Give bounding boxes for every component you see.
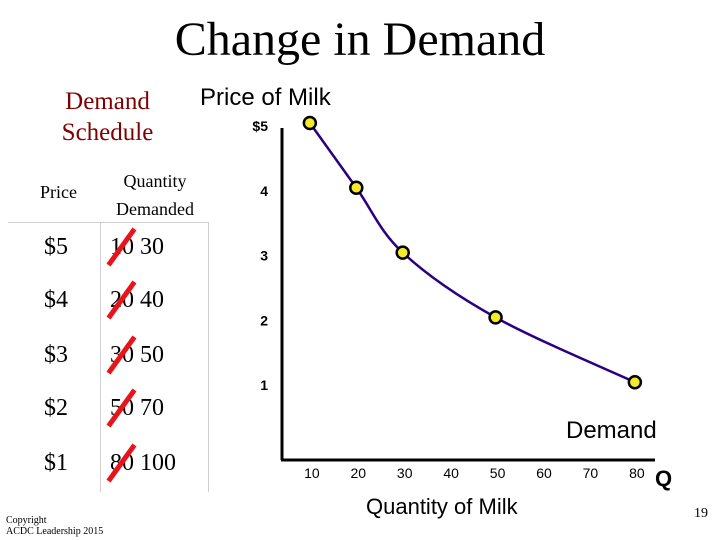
data-point (349, 180, 364, 196)
x-tick-label: 80 (629, 465, 645, 481)
y-tick-label: 2 (260, 312, 268, 328)
chart-title: Price of Milk (200, 84, 331, 111)
copyright-line1: Copyright (6, 515, 47, 526)
header-quantity-line1: Quantity (123, 171, 187, 191)
copyright-notice: Copyright ACDC Leadership 2015 (6, 515, 103, 537)
x-tick-label: 10 (304, 465, 320, 481)
x-tick-label: 60 (536, 465, 552, 481)
y-tick-label: 3 (260, 248, 268, 264)
x-tick-label: 20 (350, 465, 366, 481)
demand-curve (308, 122, 636, 384)
schedule-title-line1: Demand (65, 88, 150, 115)
x-tick-label: 40 (443, 465, 459, 481)
x-tick-label: 70 (583, 465, 599, 481)
table-column-divider (100, 222, 101, 492)
data-point (395, 245, 410, 260)
slide-title: Change in Demand (174, 13, 546, 66)
data-point (627, 374, 643, 390)
schedule-price: $5 (44, 234, 68, 260)
schedule-price: $2 (44, 395, 68, 421)
new-quantity: 70 (140, 395, 164, 421)
copyright-line2: ACDC Leadership 2015 (6, 526, 104, 537)
data-point (488, 310, 503, 325)
y-tick-label: $5 (252, 118, 268, 134)
schedule-price: $1 (44, 450, 68, 476)
strike-mark (106, 227, 137, 267)
header-quantity-line2: Demanded (116, 199, 194, 219)
strike-mark (106, 388, 137, 428)
x-tick-label: 30 (397, 465, 413, 481)
strike-mark (106, 443, 137, 483)
x-axis-label: Quantity of Milk (366, 494, 518, 519)
table-right-border (208, 222, 209, 492)
header-quantity: Quantity Demanded (104, 167, 206, 223)
page-number: 19 (694, 506, 708, 521)
strike-mark (106, 335, 137, 375)
header-price: Price (40, 182, 77, 202)
x-axis-symbol: Q (655, 466, 673, 491)
schedule-price: $4 (44, 287, 68, 313)
strike-mark (106, 280, 137, 320)
new-quantity: 100 (140, 450, 176, 476)
y-tick-label: 1 (260, 377, 268, 393)
new-quantity: 40 (140, 287, 164, 313)
table-divider (8, 222, 208, 223)
schedule-title: Demand Schedule (40, 86, 175, 148)
data-point (302, 115, 318, 131)
new-quantity: 50 (140, 342, 164, 368)
y-tick-label: 4 (260, 183, 268, 199)
x-tick-label: 50 (490, 465, 506, 481)
new-quantity: 30 (140, 234, 164, 260)
schedule-title-line2: Schedule (61, 119, 154, 146)
demand-curve-label: Demand (566, 417, 657, 444)
schedule-price: $3 (44, 342, 68, 368)
